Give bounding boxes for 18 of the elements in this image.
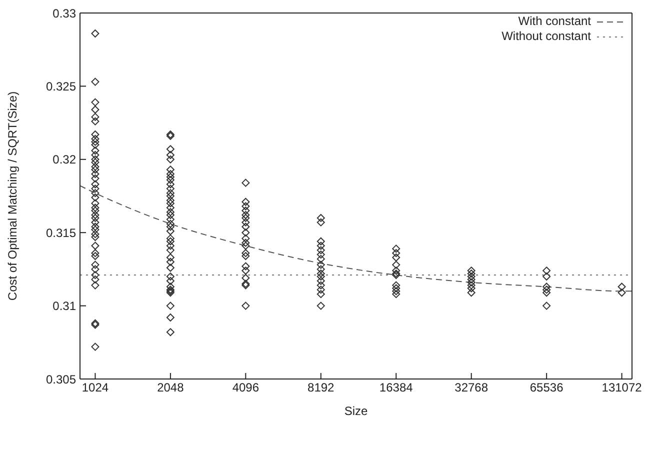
y-tick-label: 0.305 xyxy=(46,372,76,386)
x-tick-label: 65536 xyxy=(530,380,564,395)
legend-label: Without constant xyxy=(502,29,591,44)
x-axis-title: Size xyxy=(344,404,368,418)
x-tick-label: 8192 xyxy=(308,380,335,395)
x-tick-label: 131072 xyxy=(602,380,642,395)
x-tick-label: 1024 xyxy=(82,380,109,395)
y-tick-label: 0.33 xyxy=(52,6,76,20)
y-axis-title: Cost of Optimal Matching / SQRT(Size) xyxy=(5,91,20,301)
y-tick-label: 0.325 xyxy=(46,79,76,94)
y-tick-label: 0.31 xyxy=(52,299,76,314)
legend-label: With constant xyxy=(518,14,591,29)
x-tick-label: 2048 xyxy=(157,380,184,395)
y-tick-label: 0.315 xyxy=(46,226,76,240)
x-tick-label: 4096 xyxy=(232,380,260,395)
y-tick-label: 0.32 xyxy=(52,152,76,167)
x-tick-label: 32768 xyxy=(454,380,488,395)
x-tick-label: 16384 xyxy=(379,380,414,395)
